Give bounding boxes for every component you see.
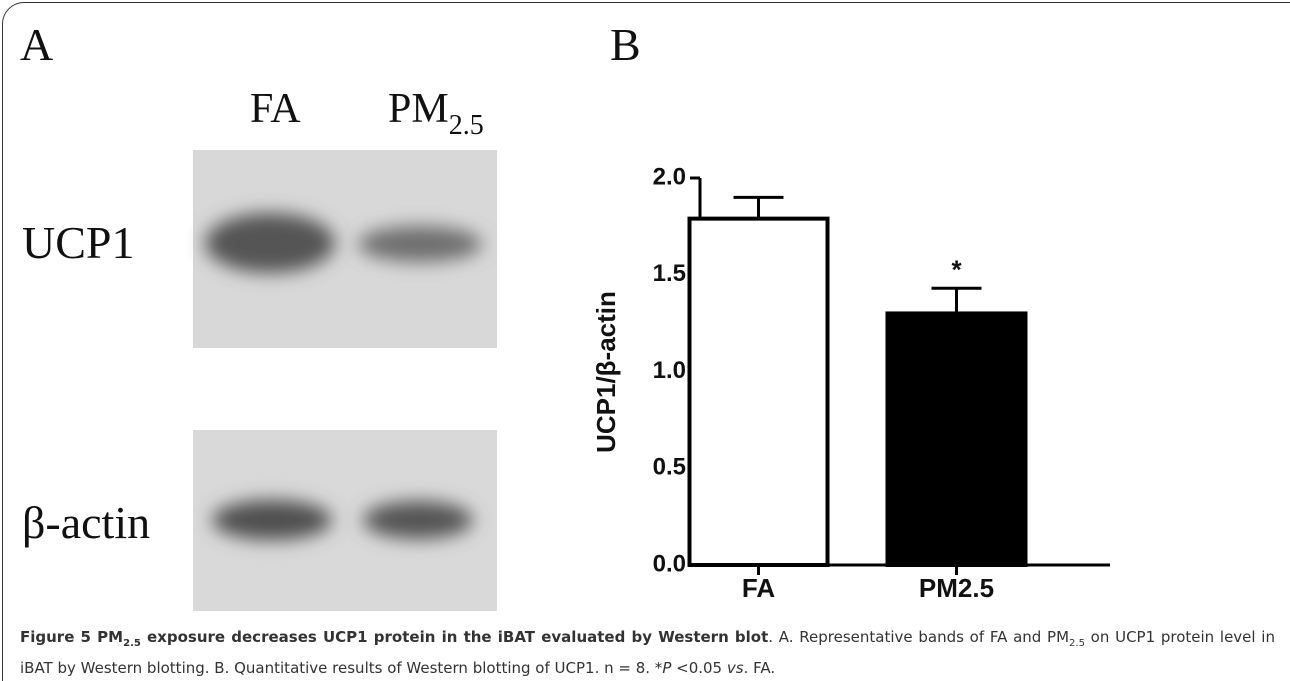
x-tick-label: PM2.5 bbox=[919, 573, 994, 603]
bar bbox=[690, 219, 828, 565]
caption-title: Figure 5 PM bbox=[20, 628, 123, 646]
caption-italic: vs bbox=[727, 659, 744, 677]
y-tick-label: 1.0 bbox=[653, 357, 686, 384]
y-tick-label: 1.5 bbox=[653, 260, 686, 287]
column-label: PM2.5 bbox=[388, 86, 484, 141]
column-label-main: PM bbox=[388, 86, 449, 132]
y-tick-label: 2.0 bbox=[653, 163, 686, 190]
y-axis-label: UCP1/β-actin bbox=[591, 291, 621, 453]
caption-text: . FA. bbox=[744, 659, 776, 677]
row-label: β-actin bbox=[22, 497, 150, 548]
y-tick-label: 0.5 bbox=[653, 454, 686, 481]
figure: A FA PM2.5 UCP1 β-actin B UCP1/β-actin 0… bbox=[0, 0, 1290, 681]
row-label: UCP1 bbox=[22, 217, 134, 268]
y-tick-label: 0.0 bbox=[653, 550, 686, 577]
x-tick-label: FA bbox=[742, 573, 775, 603]
caption-text: <0.05 bbox=[671, 659, 727, 677]
caption-title: exposure decreases UCP1 protein in the i… bbox=[141, 628, 768, 646]
caption-sub: 2.5 bbox=[123, 638, 141, 649]
panel-label: A bbox=[20, 19, 53, 70]
panel-label: B bbox=[610, 19, 641, 70]
bar bbox=[888, 313, 1026, 565]
column-label: FA bbox=[250, 86, 301, 132]
caption-text: . A. Representative bands of FA and PM bbox=[768, 628, 1069, 646]
caption-sub: 2.5 bbox=[1069, 638, 1085, 649]
blot-ucp1 bbox=[193, 150, 497, 348]
caption: Figure 5 PM2.5 exposure decreases UCP1 p… bbox=[20, 625, 1275, 680]
significance-label: * bbox=[951, 254, 962, 284]
blot-actin bbox=[193, 430, 497, 611]
column-label-sub: 2.5 bbox=[449, 110, 484, 141]
caption-italic: P bbox=[662, 659, 671, 677]
figure-graphics: A FA PM2.5 UCP1 β-actin B UCP1/β-actin 0… bbox=[0, 0, 1290, 620]
